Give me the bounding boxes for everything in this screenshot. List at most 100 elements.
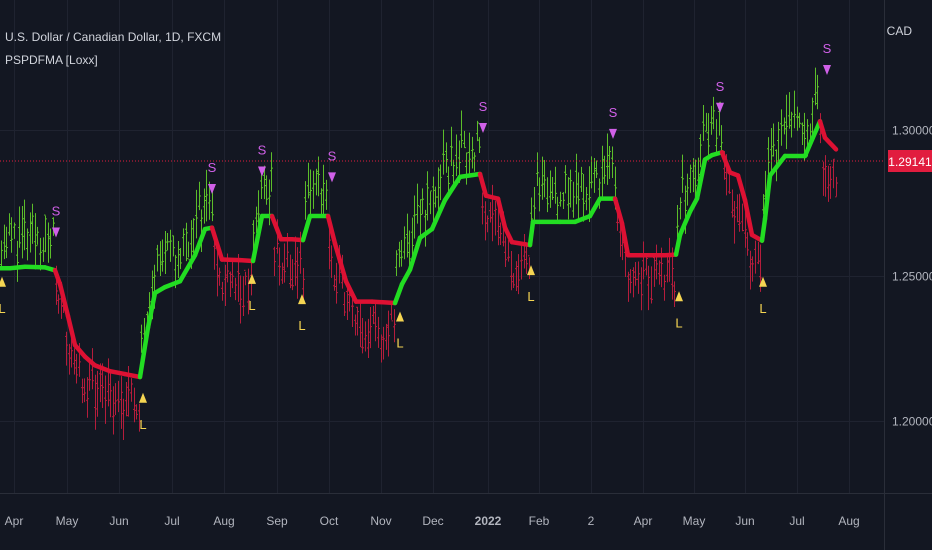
y-tick-label: 1.25000: [892, 270, 932, 284]
long-signal-label: L: [759, 301, 766, 316]
x-tick-label: Jul: [164, 514, 179, 528]
ma-segment-down: [332, 241, 349, 284]
ma-segment-up: [687, 196, 700, 214]
ma-segment-down: [502, 225, 515, 245]
short-signal-triangle: [208, 183, 216, 194]
short-signal-triangle: [716, 102, 724, 113]
short-signal-triangle: [52, 227, 60, 238]
long-signal-label: L: [527, 289, 534, 304]
last-price-text: 1.29141: [888, 155, 932, 169]
ma-segment-down: [822, 135, 839, 152]
ma-segment-up: [162, 279, 183, 290]
ma-segment-up: [762, 173, 773, 222]
long-signal-label: L: [675, 315, 682, 330]
y-tick-label: 1.30000: [892, 124, 932, 138]
long-signal-triangle: [298, 294, 306, 305]
x-tick-label: Apr: [634, 514, 653, 528]
long-signal-triangle: [396, 311, 404, 322]
x-tick-label: Jun: [735, 514, 754, 528]
long-signal-triangle: [0, 276, 6, 287]
ma-segment-down: [122, 371, 143, 380]
short-signal-label: S: [609, 105, 618, 120]
x-tick-label: Sep: [266, 514, 288, 528]
currency-label: CAD: [886, 24, 912, 38]
long-signal-triangle: [527, 265, 535, 276]
long-signal-triangle: [248, 273, 256, 284]
short-signal-triangle: [328, 172, 336, 183]
short-signal-label: S: [479, 99, 488, 114]
x-tick-label: Jun: [109, 514, 128, 528]
ma-segment-down: [92, 363, 113, 374]
long-signal-triangle: [139, 392, 147, 403]
price-bars: [0, 67, 838, 441]
long-signal-label: L: [139, 417, 146, 432]
ma-segment-down: [619, 221, 631, 258]
ma-segment-down: [719, 150, 733, 175]
short-signal-triangle: [479, 123, 487, 134]
x-tick-label: Oct: [320, 514, 339, 528]
ma-segment-down: [72, 342, 88, 359]
time-axis[interactable]: Apr May Jun Jul Aug Sep Oct Nov Dec 2022 Feb 2 Apr Ma…: [5, 514, 860, 528]
short-signal-triangle: [823, 65, 831, 76]
long-signal-label: L: [396, 336, 403, 351]
ma-segment-up: [7, 264, 28, 271]
last-price-label: 1.29141: [888, 150, 932, 172]
ma-segment-up: [759, 216, 768, 243]
x-tick-label: Dec: [422, 514, 443, 528]
ma-segment-up: [572, 213, 593, 225]
x-tick-label: 2: [588, 514, 595, 528]
symbol-title[interactable]: U.S. Dollar / Canadian Dollar, 1D, FXCM: [5, 30, 222, 44]
ma-segment-down: [477, 171, 489, 198]
ma-segment-down: [612, 196, 625, 226]
short-signal-label: S: [258, 143, 267, 158]
ma-segment-down: [107, 368, 128, 377]
ma-segment-up: [300, 213, 313, 243]
ma-segment-down: [495, 196, 508, 230]
short-signal-triangle: [258, 166, 266, 177]
ma-segment-down: [52, 268, 63, 287]
x-tick-label: May: [683, 514, 706, 528]
short-signal-triangle: [609, 128, 617, 139]
ma-segment-down: [817, 118, 828, 140]
ma-segment-down: [57, 281, 71, 319]
short-signal-label: S: [328, 148, 337, 163]
ma-segment-up: [457, 171, 483, 180]
short-signal-label: S: [208, 160, 217, 175]
x-tick-label: May: [56, 514, 79, 528]
indicator-title[interactable]: PSPDFMA [Loxx]: [5, 53, 98, 67]
x-tick-label: 2022: [475, 514, 502, 528]
ma-segment-down: [65, 313, 78, 348]
ma-segment-up: [527, 219, 536, 248]
y-tick-label: 1.20000: [892, 415, 932, 429]
ma-segment-up: [417, 226, 435, 241]
pspdfma-line: [0, 118, 839, 380]
ma-segment-up: [767, 153, 788, 178]
ma-segment-down: [219, 257, 243, 263]
ma-segment-up: [587, 196, 603, 219]
ma-segment-up: [192, 226, 208, 258]
ma-segment-down: [209, 225, 225, 262]
ma-segment-up: [407, 235, 423, 272]
price-axis[interactable]: 1.20000 1.25000 1.30000: [892, 124, 932, 429]
ma-segment-down: [325, 213, 338, 246]
ma-segment-up: [694, 157, 708, 201]
long-signal-label: L: [298, 318, 305, 333]
ma-segment-up: [392, 281, 405, 306]
long-signal-label: L: [0, 301, 6, 316]
ma-segment-up: [802, 118, 823, 159]
ma-segment-up: [677, 209, 693, 238]
ma-segment-down: [343, 279, 359, 304]
ma-segment-up: [442, 174, 463, 203]
signal-markers: S L L S L S L S L S L S L S L S: [0, 41, 832, 432]
ma-segment-up: [137, 325, 151, 380]
ma-segment-up: [429, 197, 448, 232]
long-signal-triangle: [759, 276, 767, 287]
x-tick-label: Aug: [213, 514, 234, 528]
ma-segment-down: [369, 299, 398, 306]
ma-segment-down: [742, 197, 755, 238]
x-tick-label: Nov: [370, 514, 391, 528]
ma-segment-down: [735, 173, 748, 203]
short-signal-label: S: [823, 41, 832, 56]
x-tick-label: Apr: [5, 514, 24, 528]
